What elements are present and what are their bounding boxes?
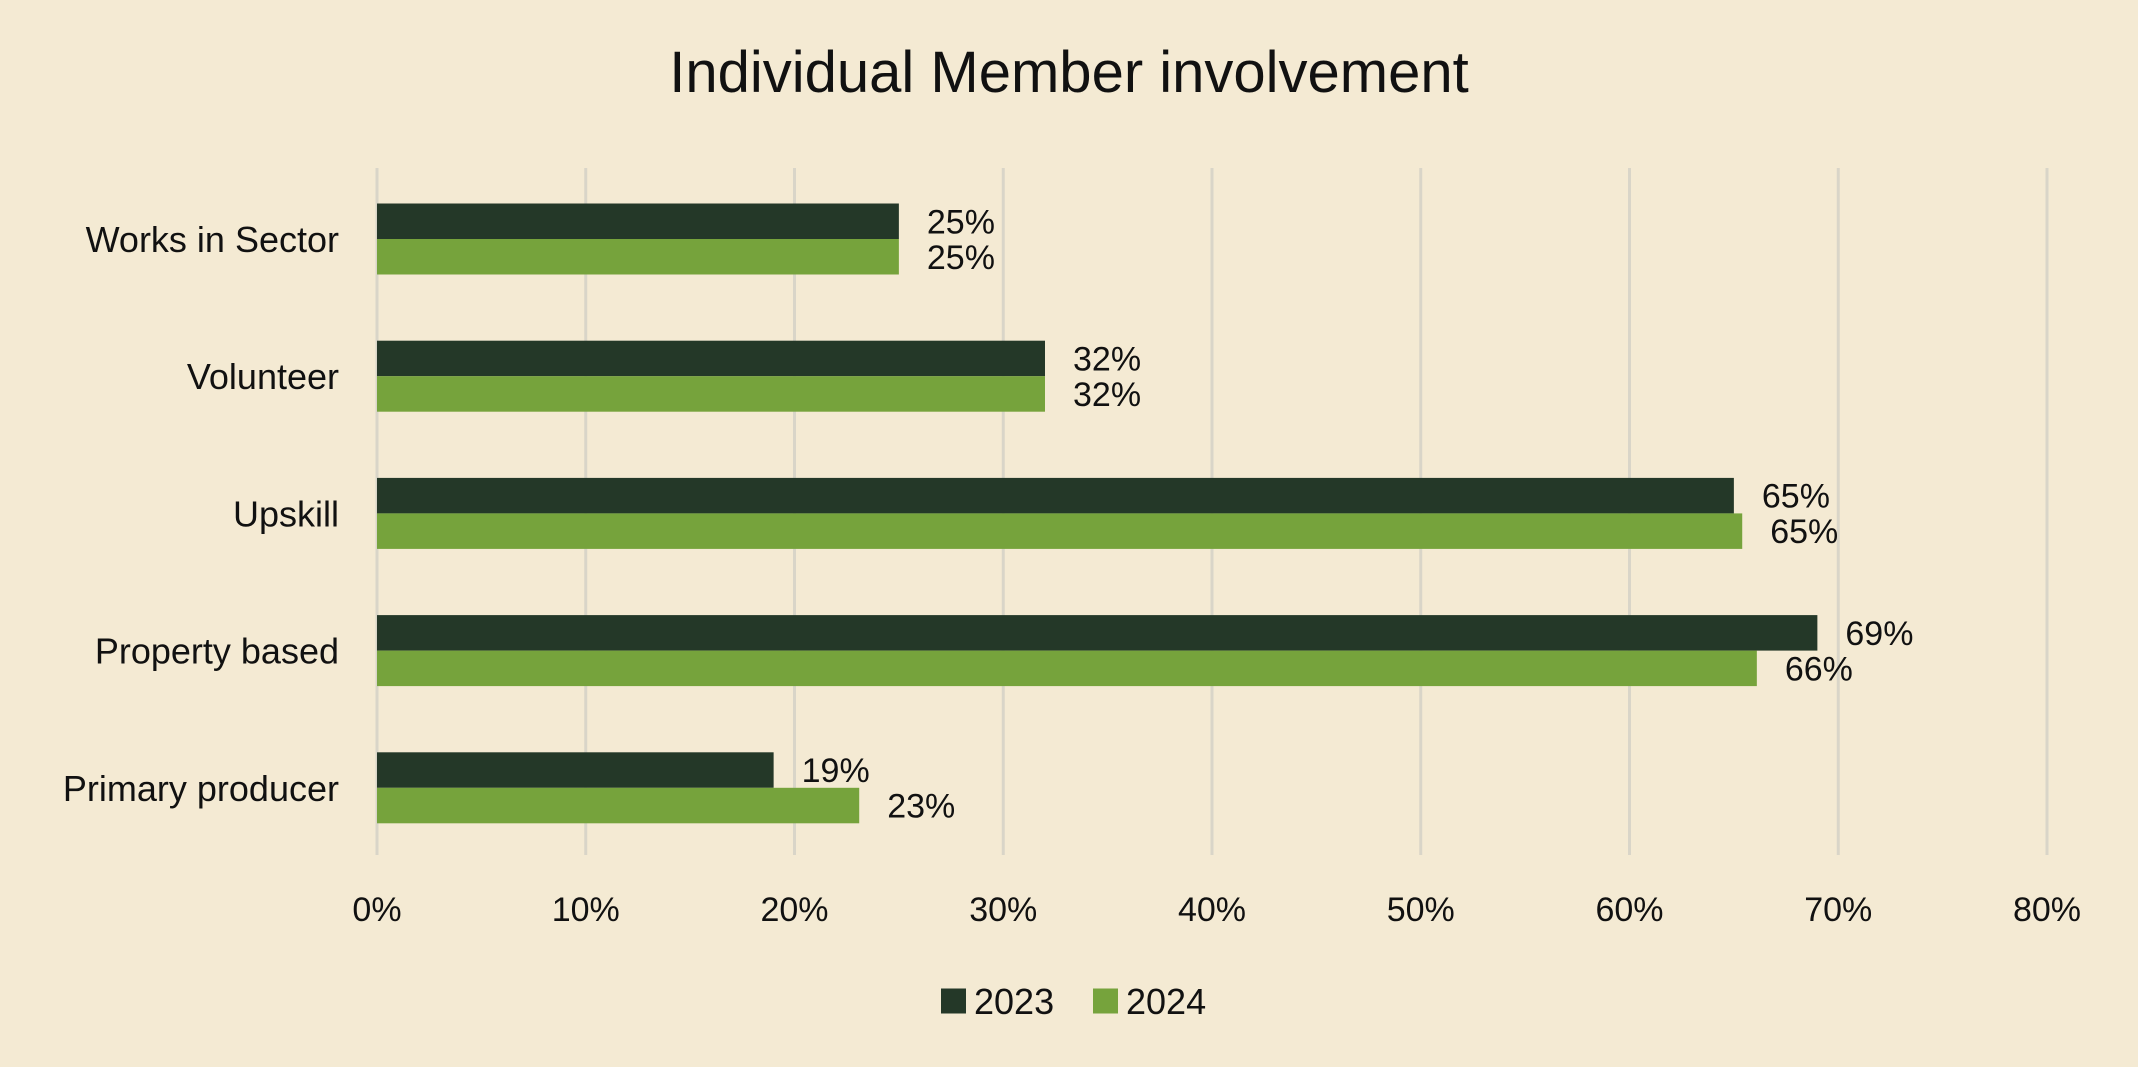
bar-2023-works-in-sector <box>377 203 899 239</box>
data-label-2023-volunteer: 32% <box>1073 340 1141 378</box>
bar-2024-upskill <box>377 513 1743 549</box>
x-tick-label-50: 50% <box>1387 891 1455 929</box>
x-tick-label-20: 20% <box>760 891 828 929</box>
data-label-2023-primary-producer: 19% <box>802 752 870 790</box>
bar-2024-works-in-sector <box>377 239 899 275</box>
category-label-upskill: Upskill <box>233 493 339 534</box>
data-label-2023-upskill: 65% <box>1762 478 1830 516</box>
category-label-volunteer: Volunteer <box>187 356 339 397</box>
chart-title: Individual Member involvement <box>669 40 1468 105</box>
x-tick-label-80: 80% <box>2013 891 2081 929</box>
bar-2024-primary-producer <box>377 787 860 824</box>
data-label-2023-property-based: 69% <box>1845 615 1913 653</box>
x-tick-label-70: 70% <box>1804 891 1872 929</box>
legend-swatch-2023 <box>941 988 966 1014</box>
data-labels: 25%25% 32%32% 65%65% 69%66% 19% 23% <box>802 203 1914 825</box>
bar-2024-volunteer <box>377 376 1045 412</box>
category-labels: Works in Sector Volunteer Upskill Property … <box>63 219 339 809</box>
category-label-primary-producer: Primary producer <box>63 768 339 809</box>
legend-swatch-2024 <box>1093 988 1118 1014</box>
bar-2023-property-based <box>377 615 1818 651</box>
data-label-2024-works-in-sector: 25% <box>927 239 995 277</box>
bar-2023-upskill <box>377 477 1734 514</box>
bars <box>377 203 1818 824</box>
category-label-property-based: Property based <box>95 631 339 672</box>
x-tick-label-0: 0% <box>352 891 401 929</box>
data-label-2024-property-based: 66% <box>1785 650 1853 688</box>
x-tick-label-30: 30% <box>969 891 1037 929</box>
bar-2023-volunteer <box>377 340 1045 377</box>
data-label-2024-upskill: 65% <box>1770 513 1838 551</box>
data-label-2024-primary-producer: 23% <box>887 788 955 826</box>
x-axis-tick-labels: 0% 10% 20% 30% 40% 50% 60% 70% 80% <box>352 891 2081 929</box>
data-label-2023-works-in-sector: 25% <box>927 203 995 241</box>
bar-2024-property-based <box>377 650 1757 687</box>
legend-label-2024: 2024 <box>1126 981 1206 1022</box>
x-tick-label-60: 60% <box>1595 891 1663 929</box>
legend: 2023 2024 <box>941 981 1206 1022</box>
category-label-works-in-sector: Works in Sector <box>86 219 339 260</box>
data-label-2024-volunteer: 32% <box>1073 376 1141 414</box>
bar-2023-primary-producer <box>377 752 774 788</box>
legend-label-2023: 2023 <box>974 981 1054 1022</box>
x-tick-label-40: 40% <box>1178 891 1246 929</box>
x-tick-label-10: 10% <box>552 891 620 929</box>
